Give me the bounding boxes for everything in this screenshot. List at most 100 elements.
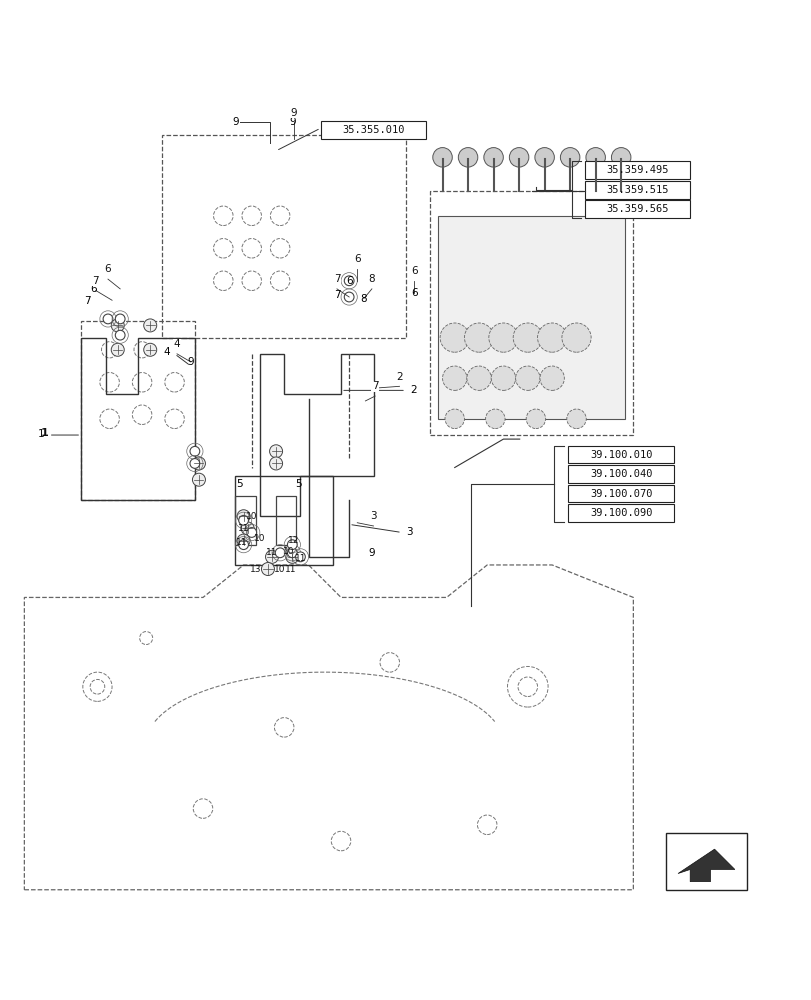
Text: 9: 9 — [290, 108, 297, 118]
Circle shape — [192, 473, 205, 486]
Bar — [320, 121, 426, 139]
Circle shape — [190, 459, 200, 468]
Bar — [584, 161, 689, 179]
Circle shape — [485, 409, 504, 429]
Circle shape — [247, 528, 256, 537]
Text: 3: 3 — [406, 527, 412, 537]
Text: 6: 6 — [354, 254, 360, 264]
Text: 1: 1 — [41, 428, 49, 438]
Circle shape — [287, 548, 297, 558]
Circle shape — [432, 148, 452, 167]
Text: 8: 8 — [360, 294, 367, 304]
Circle shape — [611, 148, 630, 167]
Bar — [81, 321, 195, 500]
Text: 2: 2 — [410, 385, 416, 395]
Text: 39.100.090: 39.100.090 — [590, 508, 651, 518]
Circle shape — [115, 330, 125, 340]
Text: 35.359.515: 35.359.515 — [606, 185, 667, 195]
Circle shape — [192, 457, 205, 470]
Circle shape — [285, 550, 298, 563]
Circle shape — [144, 343, 157, 356]
Circle shape — [238, 540, 248, 550]
Text: 4: 4 — [174, 339, 180, 349]
Text: 13: 13 — [250, 565, 261, 574]
Text: 6: 6 — [105, 264, 111, 274]
Text: 6: 6 — [410, 288, 417, 298]
Text: 7: 7 — [84, 296, 91, 306]
Bar — [568, 485, 673, 502]
Text: 7: 7 — [371, 381, 378, 391]
Text: 10: 10 — [254, 534, 265, 543]
Text: 11: 11 — [294, 554, 306, 563]
Circle shape — [539, 366, 564, 390]
Circle shape — [537, 323, 566, 352]
Text: 35.355.010: 35.355.010 — [342, 125, 404, 135]
Text: 11: 11 — [236, 538, 247, 547]
Circle shape — [444, 409, 464, 429]
Circle shape — [241, 522, 254, 535]
Bar — [568, 465, 673, 483]
Text: 35.359.565: 35.359.565 — [606, 204, 667, 214]
Text: 11: 11 — [238, 524, 249, 533]
Circle shape — [275, 548, 285, 558]
Circle shape — [111, 319, 124, 332]
Circle shape — [442, 366, 466, 390]
Circle shape — [526, 409, 545, 429]
Circle shape — [344, 292, 354, 302]
Text: 2: 2 — [396, 372, 402, 382]
Text: 12: 12 — [288, 536, 299, 545]
Text: 5: 5 — [236, 479, 242, 489]
Circle shape — [111, 343, 124, 356]
Text: 39.100.040: 39.100.040 — [590, 469, 651, 479]
Circle shape — [269, 457, 282, 470]
Circle shape — [560, 148, 579, 167]
Bar — [430, 191, 633, 435]
Circle shape — [566, 409, 586, 429]
Text: 9: 9 — [368, 548, 375, 558]
Bar — [584, 181, 689, 199]
Text: 3: 3 — [370, 511, 376, 521]
Text: 11: 11 — [266, 548, 277, 557]
Text: 6: 6 — [410, 266, 417, 276]
Circle shape — [457, 148, 477, 167]
Circle shape — [508, 148, 528, 167]
Circle shape — [513, 323, 542, 352]
Text: 7: 7 — [92, 276, 99, 286]
Text: 4: 4 — [164, 347, 170, 357]
Bar — [568, 446, 673, 463]
Text: 6: 6 — [345, 276, 352, 286]
Circle shape — [344, 276, 354, 286]
Text: 11: 11 — [285, 565, 296, 574]
Circle shape — [115, 314, 125, 324]
Circle shape — [440, 323, 469, 352]
Circle shape — [269, 445, 282, 458]
Text: 7: 7 — [333, 290, 340, 300]
Text: 35.359.495: 35.359.495 — [606, 165, 667, 175]
Circle shape — [491, 366, 515, 390]
Circle shape — [466, 366, 491, 390]
Circle shape — [144, 319, 157, 332]
Text: 10: 10 — [274, 565, 285, 574]
Text: 1: 1 — [38, 429, 45, 439]
Text: 5: 5 — [295, 479, 302, 489]
Bar — [162, 135, 406, 338]
Bar — [584, 200, 689, 218]
Text: 10: 10 — [282, 547, 294, 556]
Text: 39.100.070: 39.100.070 — [590, 489, 651, 499]
Circle shape — [295, 552, 305, 562]
FancyBboxPatch shape — [438, 216, 624, 419]
Text: 9: 9 — [289, 117, 295, 127]
Circle shape — [237, 534, 250, 547]
Text: 10: 10 — [246, 512, 257, 521]
Text: 9: 9 — [187, 357, 194, 367]
Text: 9: 9 — [232, 117, 238, 127]
Text: 8: 8 — [368, 274, 375, 284]
Bar — [568, 504, 673, 522]
Circle shape — [488, 323, 517, 352]
Circle shape — [237, 510, 250, 523]
Circle shape — [464, 323, 493, 352]
Circle shape — [483, 148, 503, 167]
Circle shape — [561, 323, 590, 352]
Text: 7: 7 — [333, 274, 340, 284]
Circle shape — [287, 540, 297, 550]
